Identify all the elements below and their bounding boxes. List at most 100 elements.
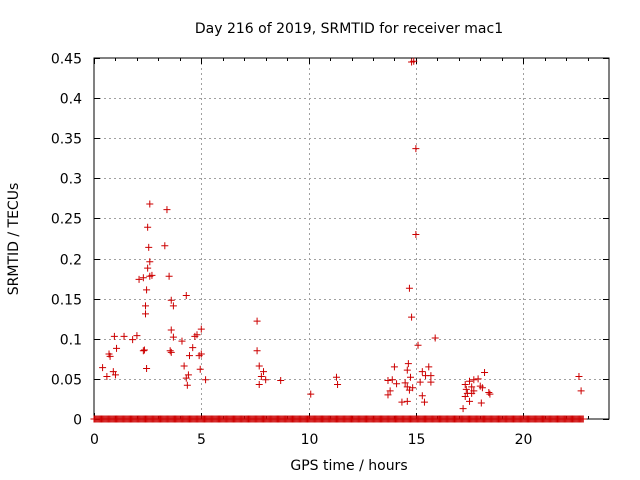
data-point [485, 389, 493, 397]
data-point [418, 368, 426, 376]
data-point [161, 242, 169, 250]
data-point [129, 336, 137, 344]
data-point [142, 310, 149, 318]
data-point [459, 405, 467, 413]
y-tick-label: 0.2 [60, 253, 82, 269]
x-tick-label: 5 [197, 432, 206, 448]
data-point [144, 264, 152, 272]
data-point [169, 302, 177, 310]
data-point [405, 284, 413, 292]
data-point [139, 274, 147, 282]
data-point [120, 332, 128, 340]
data-point [462, 385, 470, 393]
plot-frame [93, 57, 610, 420]
y-axis-label: SRMTID / TECUs [6, 183, 22, 296]
data-point [470, 387, 478, 395]
data-point [135, 275, 143, 283]
data-point [143, 286, 151, 294]
data-point [146, 200, 154, 208]
y-tick-label: 0 [73, 413, 82, 429]
data-point [401, 379, 409, 387]
data-point-zero [579, 415, 587, 423]
data-point [403, 366, 411, 374]
data-point [334, 381, 342, 389]
data-point [163, 206, 171, 214]
y-tick-label: 0.25 [51, 212, 82, 228]
data-point [197, 325, 205, 333]
data-point [386, 387, 394, 395]
data-point [180, 362, 188, 370]
data-point [197, 350, 205, 358]
data-series [90, 57, 587, 423]
y-tick-label: 0.45 [51, 52, 82, 68]
data-point [139, 347, 147, 355]
data-point [277, 376, 285, 384]
data-point [416, 378, 424, 386]
data-point [425, 363, 433, 371]
x-tick-label: 15 [408, 432, 426, 448]
x-tick-label: 20 [515, 432, 533, 448]
data-point [408, 313, 416, 321]
data-point [165, 272, 173, 280]
data-point [133, 332, 141, 340]
data-point [260, 368, 268, 376]
data-point [427, 378, 435, 386]
data-point [410, 57, 418, 65]
y-tick-label: 0.3 [60, 172, 82, 188]
data-point [142, 302, 149, 310]
data-point [182, 291, 190, 299]
y-tick-label: 0.35 [51, 132, 82, 148]
data-point [144, 223, 152, 231]
data-point [404, 360, 412, 368]
data-point [145, 243, 153, 251]
data-point [431, 334, 439, 342]
data-point [113, 344, 121, 352]
data-point [257, 372, 265, 380]
tick-labels: 0 0.05 0.1 0.15 0.2 0.25 0.3 0.35 0.4 0.45 0 5 10 15 2… [51, 52, 533, 449]
data-point [398, 398, 406, 406]
data-point [99, 364, 107, 372]
data-point [575, 372, 583, 380]
data-point [461, 381, 469, 389]
y-tick-label: 0.05 [51, 373, 82, 389]
data-point [390, 363, 398, 371]
data-point [148, 271, 156, 279]
y-tick-label: 0.4 [60, 92, 82, 108]
data-point [169, 333, 177, 341]
data-point [196, 365, 204, 373]
data-point [412, 145, 420, 153]
data-point [189, 344, 197, 352]
data-point [184, 371, 192, 379]
data-point [388, 376, 396, 384]
data-point [146, 258, 154, 266]
data-point [403, 397, 411, 405]
data-point [255, 362, 263, 370]
x-axis-label: GPS time / hours [290, 458, 407, 474]
data-point [477, 399, 485, 407]
data-point [110, 332, 118, 340]
data-point [414, 341, 422, 349]
axis-ticks [94, 58, 609, 420]
x-tick-label: 10 [301, 432, 319, 448]
data-point [253, 347, 261, 355]
data-point [486, 390, 494, 398]
data-point [307, 390, 315, 398]
data-point [384, 376, 392, 384]
data-point [103, 372, 111, 380]
data-point [185, 352, 193, 360]
data-point [111, 371, 119, 379]
data-point [178, 337, 186, 345]
y-tick-label: 0.15 [51, 293, 82, 309]
data-point [202, 376, 210, 384]
data-point [143, 364, 151, 372]
data-point [466, 397, 474, 405]
data-point [407, 373, 415, 381]
data-point [167, 296, 175, 304]
data-point [193, 331, 201, 339]
data-point [106, 352, 114, 360]
data-point [409, 384, 417, 392]
data-point [253, 317, 261, 325]
data-point [412, 230, 420, 238]
x-tick-label: 0 [90, 432, 99, 448]
